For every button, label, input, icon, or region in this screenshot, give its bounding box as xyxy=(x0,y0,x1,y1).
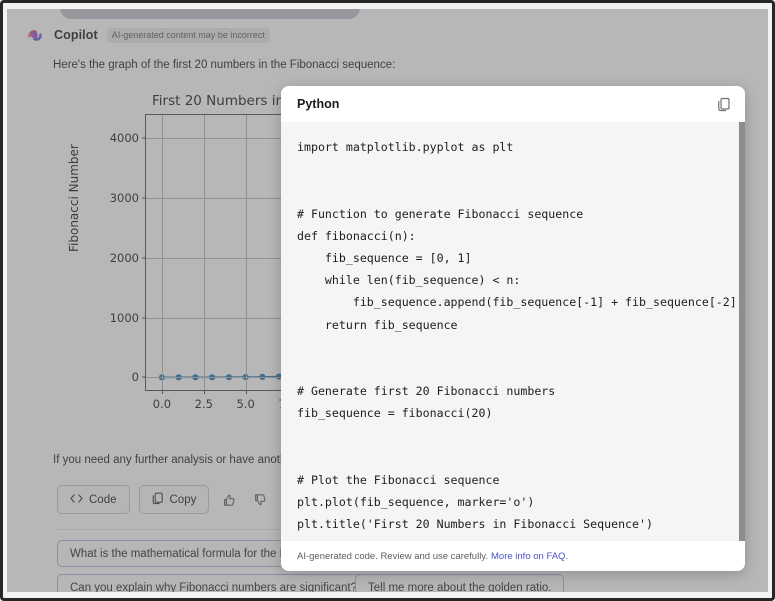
chart-ytick-label: 3000 xyxy=(109,191,139,206)
chart-xtick-label: 2.5 xyxy=(194,397,213,411)
suggestion-chip-label: What is the mathematical formula for the… xyxy=(70,547,303,560)
chart-xtick-mark xyxy=(203,390,205,394)
ai-disclaimer-badge: AI-generated content may be incorrect xyxy=(106,27,270,43)
code-button[interactable]: Code xyxy=(57,485,130,514)
thumbs-down-icon[interactable] xyxy=(249,489,271,511)
chart-xtick-label: 5.0 xyxy=(236,397,255,411)
code-text: import matplotlib.pyplot as plt # Functi… xyxy=(297,140,744,541)
chart-ytick-mark xyxy=(142,197,146,199)
assistant-name: Copilot xyxy=(54,28,98,42)
chart-data-point xyxy=(225,374,232,381)
copy-icon[interactable] xyxy=(717,97,731,112)
chart-data-point xyxy=(242,374,249,381)
suggestion-chip-label: Can you explain why Fibonacci numbers ar… xyxy=(70,581,358,593)
copy-icon xyxy=(152,492,164,508)
copy-button-label: Copy xyxy=(169,493,197,506)
chart-xtick-mark xyxy=(161,390,163,394)
chart-gridline xyxy=(161,115,163,390)
assistant-intro-text: Here's the graph of the first 20 numbers… xyxy=(53,59,396,71)
chart-ytick-label: 2000 xyxy=(109,250,139,265)
chart-data-point xyxy=(192,374,199,381)
chart-ytick-mark xyxy=(142,376,146,378)
chart-xtick-mark xyxy=(245,390,247,394)
code-brackets-icon xyxy=(70,493,83,507)
message-action-row: Code Copy xyxy=(57,485,304,514)
code-language-label: Python xyxy=(297,97,340,111)
chart-data-point xyxy=(175,374,182,381)
chart-gridline xyxy=(245,115,247,390)
code-footer-text: AI-generated code. Review and use carefu… xyxy=(297,550,488,562)
top-pill-partial xyxy=(60,9,360,19)
code-button-label: Code xyxy=(89,493,117,506)
chart-data-point xyxy=(259,373,266,380)
chart-ytick-label: 0 xyxy=(131,370,139,385)
code-panel: Python import matplotlib.pyplot as plt #… xyxy=(281,86,745,571)
chart-gridline xyxy=(203,115,205,390)
assistant-tail-text: If you need any further analysis or have… xyxy=(53,454,297,466)
code-panel-footer: AI-generated code. Review and use carefu… xyxy=(281,541,745,571)
code-faq-link[interactable]: More info on FAQ. xyxy=(491,550,569,562)
code-scrollbar[interactable] xyxy=(739,122,745,541)
suggestion-chip[interactable]: Tell me more about the golden ratio. xyxy=(355,574,565,593)
code-panel-header: Python xyxy=(281,86,745,122)
chart-ytick-label: 1000 xyxy=(109,310,139,325)
suggestion-chip-label: Tell me more about the golden ratio. xyxy=(368,581,552,593)
chart-ytick-mark xyxy=(142,257,146,259)
copy-button[interactable]: Copy xyxy=(138,485,210,514)
thumbs-up-icon[interactable] xyxy=(218,489,240,511)
copilot-logo-icon xyxy=(25,25,45,45)
suggestion-chip[interactable]: What is the mathematical formula for the… xyxy=(57,540,316,567)
assistant-message-header: Copilot AI-generated content may be inco… xyxy=(25,25,270,45)
chart-ytick-mark xyxy=(142,137,146,139)
chart-ytick-label: 4000 xyxy=(109,131,139,146)
code-body: import matplotlib.pyplot as plt # Functi… xyxy=(281,122,745,541)
chart-data-point xyxy=(209,374,216,381)
chart-ytick-mark xyxy=(142,317,146,319)
chart-xtick-label: 0.0 xyxy=(152,397,172,411)
